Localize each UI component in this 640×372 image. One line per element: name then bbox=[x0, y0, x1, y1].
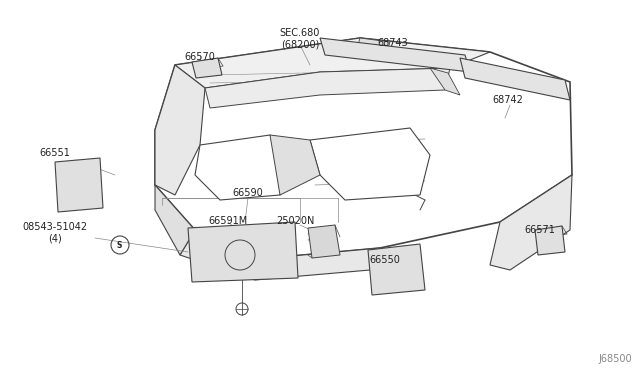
Text: SEC.680
(68200): SEC.680 (68200) bbox=[280, 28, 320, 49]
Polygon shape bbox=[310, 128, 430, 200]
Polygon shape bbox=[535, 226, 565, 255]
Text: 08543-51042
(4): 08543-51042 (4) bbox=[22, 222, 88, 244]
Polygon shape bbox=[155, 65, 205, 195]
Polygon shape bbox=[175, 38, 490, 88]
Polygon shape bbox=[320, 38, 470, 72]
Text: 66591M: 66591M bbox=[209, 216, 248, 226]
Polygon shape bbox=[460, 58, 570, 100]
Text: 25020N: 25020N bbox=[276, 216, 314, 226]
Text: 66550: 66550 bbox=[369, 255, 401, 265]
Polygon shape bbox=[195, 135, 290, 200]
Polygon shape bbox=[490, 175, 572, 270]
Text: 66570: 66570 bbox=[184, 52, 216, 62]
Text: 66571: 66571 bbox=[525, 225, 556, 235]
Text: S: S bbox=[116, 241, 122, 250]
Polygon shape bbox=[188, 222, 298, 282]
Text: J68500: J68500 bbox=[598, 354, 632, 364]
Polygon shape bbox=[55, 158, 103, 212]
Polygon shape bbox=[368, 244, 425, 295]
Polygon shape bbox=[430, 68, 460, 95]
Text: 68742: 68742 bbox=[493, 95, 524, 105]
Polygon shape bbox=[180, 230, 380, 280]
Text: 66590: 66590 bbox=[232, 188, 264, 198]
Polygon shape bbox=[192, 58, 222, 78]
Polygon shape bbox=[205, 68, 450, 108]
Text: 68743: 68743 bbox=[378, 38, 408, 48]
Polygon shape bbox=[270, 135, 320, 195]
Polygon shape bbox=[308, 225, 340, 258]
Text: 66551: 66551 bbox=[40, 148, 70, 158]
Polygon shape bbox=[355, 38, 390, 58]
Polygon shape bbox=[155, 38, 572, 258]
Polygon shape bbox=[155, 185, 195, 255]
